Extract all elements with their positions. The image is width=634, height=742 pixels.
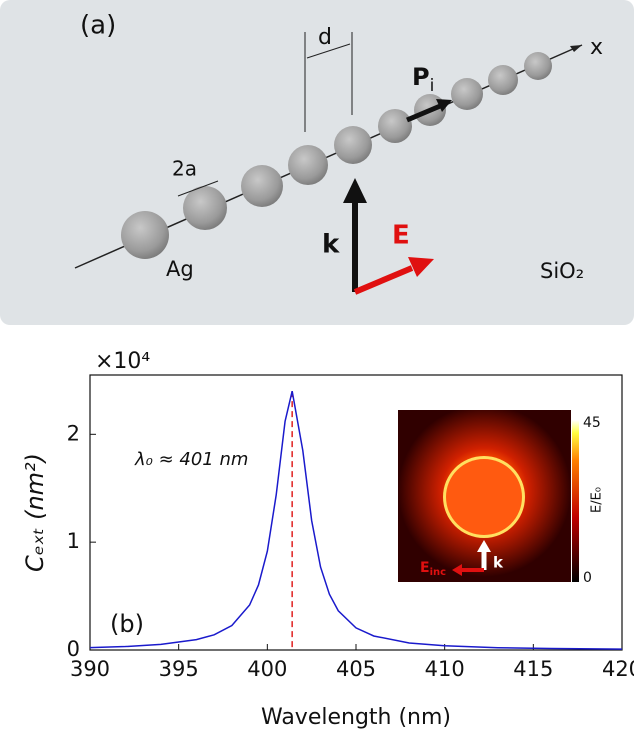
inset-e-head	[452, 564, 462, 576]
label: d	[318, 25, 332, 50]
axis-head	[570, 45, 582, 52]
diagram: (a) d x Pi 2a k E Ag SiO₂	[0, 0, 634, 325]
x-tick-label: 400	[247, 657, 287, 681]
panel-label: (a)	[80, 11, 116, 41]
inset-k-head	[477, 540, 491, 552]
label: k	[322, 230, 340, 260]
label: x	[590, 35, 603, 60]
panel-label: (b)	[110, 610, 144, 638]
y-tick-label: 1	[67, 529, 80, 553]
colorbar	[572, 420, 579, 582]
x-tick-label: 390	[70, 657, 110, 681]
label: Ag	[166, 257, 194, 281]
p-arrow	[406, 101, 446, 123]
inset-particle	[446, 459, 522, 535]
x-tick-label: 395	[159, 657, 199, 681]
y-tick-label: 0	[67, 637, 80, 661]
y-tick-label: 2	[67, 421, 80, 445]
chart: 390 395 400 405 410 415 420 0 1 2 ×10⁴ Wavelength (…	[21, 349, 634, 730]
colorbar-label: E/E₀	[590, 487, 605, 513]
x-axis-label: Wavelength (nm)	[261, 705, 451, 730]
x-tick-label: 405	[336, 657, 376, 681]
p-head	[436, 99, 452, 112]
inset-k-label: k	[493, 554, 504, 572]
e-arrow	[353, 265, 414, 295]
colorbar-tick-label: 45	[583, 415, 601, 431]
inset-e-label: Einc	[420, 560, 446, 578]
e-head	[408, 257, 434, 277]
label: 2a	[172, 157, 197, 181]
spheres	[121, 52, 552, 259]
colorbar-tick-label: 0	[583, 570, 592, 586]
multiplier: ×10⁴	[95, 349, 150, 374]
line-series	[89, 391, 623, 650]
a-arrow	[177, 180, 219, 197]
d-arrow	[306, 43, 351, 59]
label: E	[392, 221, 410, 251]
x-tick-label: 415	[513, 657, 553, 681]
x-tick-label: 420	[602, 657, 634, 681]
inset-e-main: E	[420, 560, 430, 576]
x-tick-label: 410	[425, 657, 465, 681]
label: Pi	[412, 63, 434, 96]
label: SiO₂	[540, 259, 584, 283]
y-axis-label: Cₑₓₜ (nm²)	[21, 453, 49, 572]
k-head	[343, 178, 367, 203]
annotation: λ₀ ≈ 401 nm	[134, 449, 248, 470]
inset-e-sub: inc	[430, 567, 447, 578]
